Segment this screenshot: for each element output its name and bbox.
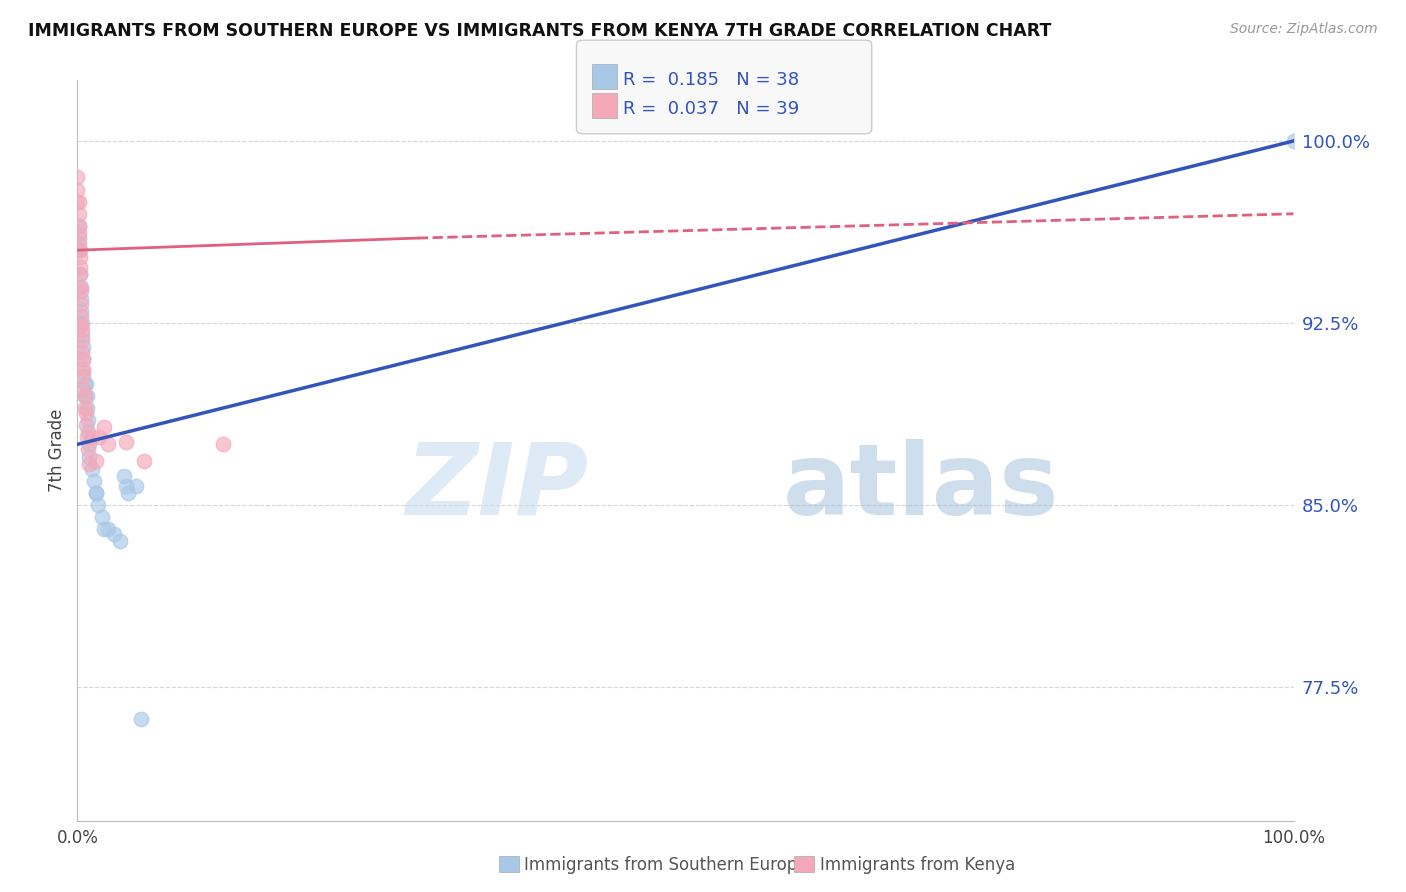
Text: Immigrants from Kenya: Immigrants from Kenya xyxy=(820,856,1015,874)
Text: IMMIGRANTS FROM SOUTHERN EUROPE VS IMMIGRANTS FROM KENYA 7TH GRADE CORRELATION C: IMMIGRANTS FROM SOUTHERN EUROPE VS IMMIG… xyxy=(28,22,1052,40)
Point xyxy=(80,461,103,475)
Point xyxy=(70,296,93,310)
Point xyxy=(75,417,97,432)
Point xyxy=(72,369,94,384)
Point xyxy=(67,231,90,245)
Text: R =  0.185   N = 38: R = 0.185 N = 38 xyxy=(623,71,799,89)
Point xyxy=(77,425,100,440)
Point xyxy=(93,420,115,434)
Point xyxy=(134,454,156,468)
Point xyxy=(117,486,139,500)
Point xyxy=(67,219,90,233)
Point xyxy=(72,352,94,367)
Point xyxy=(84,486,107,500)
Point xyxy=(72,365,94,379)
Point xyxy=(70,304,93,318)
Point xyxy=(103,527,125,541)
Point xyxy=(80,430,103,444)
Point xyxy=(69,243,91,257)
Point xyxy=(73,376,96,391)
Point xyxy=(73,389,96,403)
Point xyxy=(73,389,96,403)
Point xyxy=(67,226,90,240)
Point xyxy=(70,316,93,330)
Point xyxy=(84,454,107,468)
Point xyxy=(70,292,93,306)
Point xyxy=(90,510,112,524)
Point xyxy=(76,430,98,444)
Point xyxy=(67,207,90,221)
Point xyxy=(69,251,91,265)
Point xyxy=(77,413,100,427)
Point xyxy=(72,382,94,396)
Point xyxy=(79,437,101,451)
Text: Immigrants from Southern Europe: Immigrants from Southern Europe xyxy=(524,856,808,874)
Point xyxy=(77,442,100,457)
Point xyxy=(1282,134,1305,148)
Point xyxy=(69,260,91,275)
Point xyxy=(97,522,120,536)
Point xyxy=(67,194,90,209)
Point xyxy=(73,401,96,415)
Point xyxy=(129,712,152,726)
Point xyxy=(72,340,94,354)
Point xyxy=(83,474,105,488)
Point xyxy=(108,534,131,549)
Point xyxy=(72,352,94,367)
Point xyxy=(70,285,93,299)
Point xyxy=(76,401,98,415)
Point xyxy=(97,437,120,451)
Point xyxy=(67,235,90,250)
Point xyxy=(79,457,101,471)
Point xyxy=(70,279,93,293)
Point xyxy=(66,194,89,209)
Point xyxy=(70,345,93,359)
Point xyxy=(84,486,107,500)
Point xyxy=(69,268,91,282)
Point xyxy=(70,333,93,347)
Point xyxy=(70,328,93,343)
Point xyxy=(93,522,115,536)
Point xyxy=(112,469,135,483)
Point xyxy=(72,362,94,376)
Point xyxy=(66,182,89,196)
Point xyxy=(125,478,148,492)
Point xyxy=(69,268,91,282)
Y-axis label: 7th Grade: 7th Grade xyxy=(48,409,66,492)
Text: R =  0.037   N = 39: R = 0.037 N = 39 xyxy=(623,100,799,118)
Point xyxy=(115,478,138,492)
Point xyxy=(70,318,93,333)
Point xyxy=(212,437,235,451)
Point xyxy=(66,170,89,185)
Point xyxy=(70,323,93,337)
Point xyxy=(79,450,101,464)
Point xyxy=(69,279,91,293)
Text: Source: ZipAtlas.com: Source: ZipAtlas.com xyxy=(1230,22,1378,37)
Point xyxy=(87,498,110,512)
Point xyxy=(67,243,90,257)
Point xyxy=(115,434,138,449)
Point xyxy=(70,309,93,323)
Point xyxy=(89,430,111,444)
Point xyxy=(76,389,98,403)
Point xyxy=(75,406,97,420)
Text: atlas: atlas xyxy=(783,439,1059,536)
Point xyxy=(66,243,89,257)
Point xyxy=(75,376,97,391)
Point xyxy=(67,219,90,233)
Text: ZIP: ZIP xyxy=(405,439,588,536)
